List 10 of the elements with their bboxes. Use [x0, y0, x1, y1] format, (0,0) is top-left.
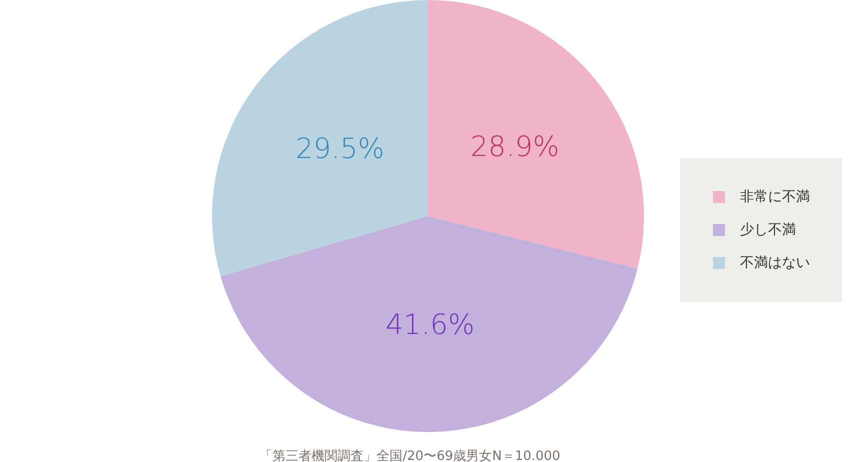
- pie-slice: [428, 0, 644, 268]
- pie-slice: [212, 0, 428, 276]
- legend-label: 不満はない: [740, 255, 810, 271]
- data-label: 29.5%: [295, 132, 384, 165]
- text: 「第三者機関調査」全国/20〜69歳男女N＝10.000: [260, 449, 560, 462]
- legend-label: 非常に不満: [740, 189, 810, 205]
- legend-label: 少し不満: [740, 222, 796, 238]
- data-label: 41.6%: [386, 308, 475, 342]
- pie-slice: [220, 216, 638, 432]
- data-label: 28.9%: [470, 130, 560, 164]
